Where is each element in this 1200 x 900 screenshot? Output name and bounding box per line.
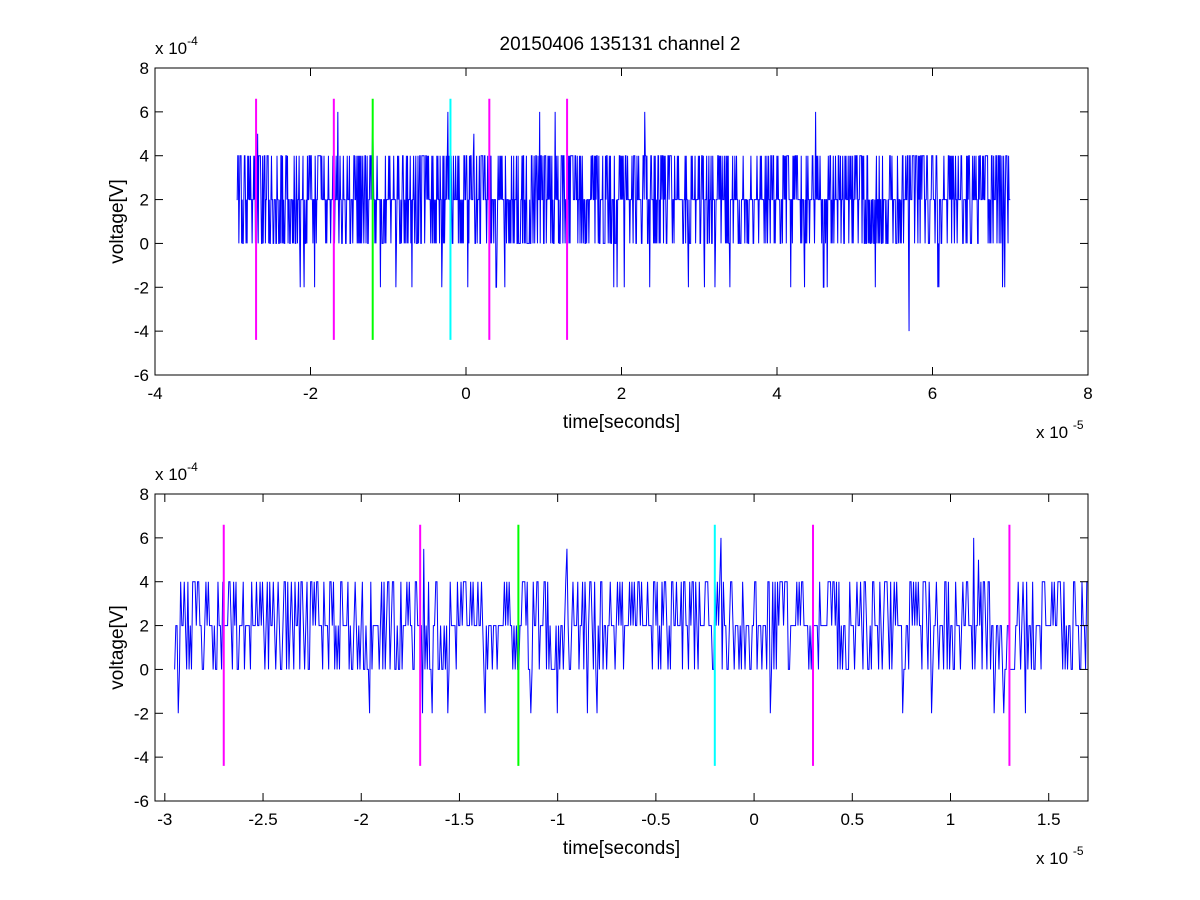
figure-title: 20150406 135131 channel 2 bbox=[500, 34, 741, 55]
y-tick-label: -4 bbox=[134, 322, 149, 341]
y-tick-label: 6 bbox=[140, 103, 149, 122]
y-tick-label: 2 bbox=[140, 191, 149, 210]
signal-trace bbox=[174, 537, 1088, 714]
y-tick-label: 8 bbox=[140, 485, 149, 504]
y-tick-label: -6 bbox=[134, 366, 149, 385]
y-axis-label: voltage[V] bbox=[107, 179, 128, 264]
y-multiplier-exponent: -4 bbox=[187, 34, 198, 48]
x-tick-label: -0.5 bbox=[641, 810, 670, 829]
x-tick-label: -3 bbox=[157, 810, 172, 829]
x-tick-label: 4 bbox=[772, 384, 781, 403]
x-tick-label: 6 bbox=[928, 384, 937, 403]
y-tick-label: 0 bbox=[140, 234, 149, 253]
x-tick-label: -1.5 bbox=[445, 810, 474, 829]
x-multiplier: x 10 -5 bbox=[1036, 844, 1084, 868]
y-axis-label: voltage[V] bbox=[107, 605, 128, 690]
x-tick-label: -2 bbox=[303, 384, 318, 403]
x-axis-label: time[seconds] bbox=[563, 838, 680, 859]
x-tick-label: 8 bbox=[1083, 384, 1092, 403]
x-tick-label: 2 bbox=[617, 384, 626, 403]
x-multiplier-exponent: -5 bbox=[1073, 844, 1084, 858]
signal-trace bbox=[236, 111, 1011, 332]
y-tick-label: 4 bbox=[140, 147, 149, 166]
y-tick-label: 8 bbox=[140, 59, 149, 78]
x-tick-label: -2.5 bbox=[248, 810, 277, 829]
x-tick-label: 1.5 bbox=[1037, 810, 1061, 829]
y-multiplier: x 10-4 bbox=[155, 460, 198, 484]
x-tick-label: 1 bbox=[946, 810, 955, 829]
x-tick-label: -2 bbox=[354, 810, 369, 829]
y-tick-label: -6 bbox=[134, 792, 149, 811]
y-tick-label: -2 bbox=[134, 704, 149, 723]
x-tick-label: -1 bbox=[550, 810, 565, 829]
x-multiplier-exponent: -5 bbox=[1073, 418, 1084, 432]
y-tick-label: 6 bbox=[140, 529, 149, 548]
y-tick-label: -4 bbox=[134, 748, 149, 767]
x-tick-label: 0 bbox=[461, 384, 470, 403]
axes-box bbox=[154, 493, 1089, 802]
x-multiplier: x 10 -5 bbox=[1036, 418, 1084, 442]
x-axis-label: time[seconds] bbox=[563, 412, 680, 433]
x-tick-label: 0.5 bbox=[840, 810, 864, 829]
bottom-plot: -3 -2.5 -2 -1.5 -1 -0.5 0 0.5 1 1.5 -6 -4 -2 0 2 4 6 8 tim… bbox=[107, 460, 1089, 868]
x-tick-label: 0 bbox=[749, 810, 758, 829]
top-plot: -4 -2 0 2 4 6 8-6-4-202468time[seconds]voltage… bbox=[107, 34, 1093, 442]
x-tick-label: -4 bbox=[147, 384, 162, 403]
y-tick-label: 0 bbox=[140, 660, 149, 679]
y-multiplier: x 10-4 bbox=[155, 34, 198, 58]
y-multiplier-exponent: -4 bbox=[187, 460, 198, 474]
y-tick-label: 4 bbox=[140, 573, 149, 592]
y-tick-label: -2 bbox=[134, 278, 149, 297]
y-tick-label: 2 bbox=[140, 617, 149, 636]
